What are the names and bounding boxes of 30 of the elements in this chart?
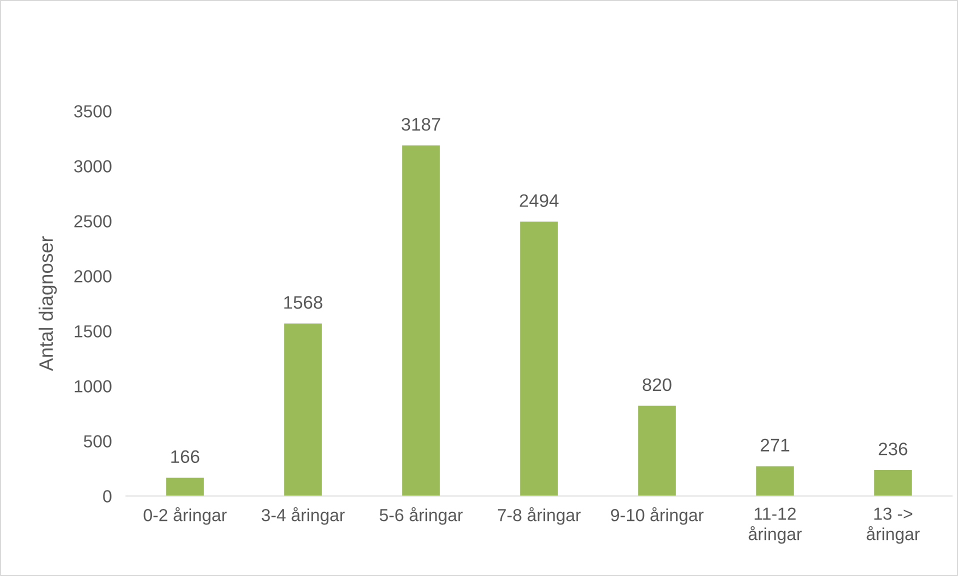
y-tick-label: 3000	[74, 160, 112, 172]
data-label: 3187	[402, 118, 440, 131]
y-tick-label: 2500	[74, 215, 112, 228]
bar	[402, 145, 440, 496]
bar	[166, 478, 204, 496]
data-label: 1568	[284, 296, 322, 309]
bar	[284, 324, 322, 496]
bar	[638, 406, 676, 496]
x-tick-label: 9-10 åringar	[611, 507, 704, 525]
x-tick-label: 7-8 åringar	[498, 507, 581, 525]
data-label: 236	[878, 442, 908, 456]
y-tick-label: 2000	[74, 270, 112, 282]
bar	[756, 466, 794, 496]
x-tick-label: 3-4 åringar	[262, 507, 345, 525]
y-tick-label: 3500	[74, 105, 112, 118]
y-tick-label: 1500	[74, 325, 112, 338]
x-tick-label: 0-2 åringar	[144, 507, 227, 525]
bar	[874, 470, 912, 496]
x-tick-label: 13 -> åringar	[866, 508, 920, 544]
data-label: 271	[760, 438, 790, 452]
x-tick-label: 5-6 åringar	[380, 507, 463, 525]
y-tick-label: 0	[103, 490, 112, 502]
bar	[520, 222, 558, 496]
y-axis-title: Antal diagnoser	[38, 236, 57, 372]
data-label: 2494	[520, 194, 559, 207]
y-tick-label: 1000	[74, 380, 112, 392]
data-label: 820	[642, 378, 672, 392]
y-tick-label: 500	[84, 435, 112, 448]
x-tick-label: 11-12 åringar	[748, 508, 802, 544]
data-label: 166	[171, 450, 200, 464]
